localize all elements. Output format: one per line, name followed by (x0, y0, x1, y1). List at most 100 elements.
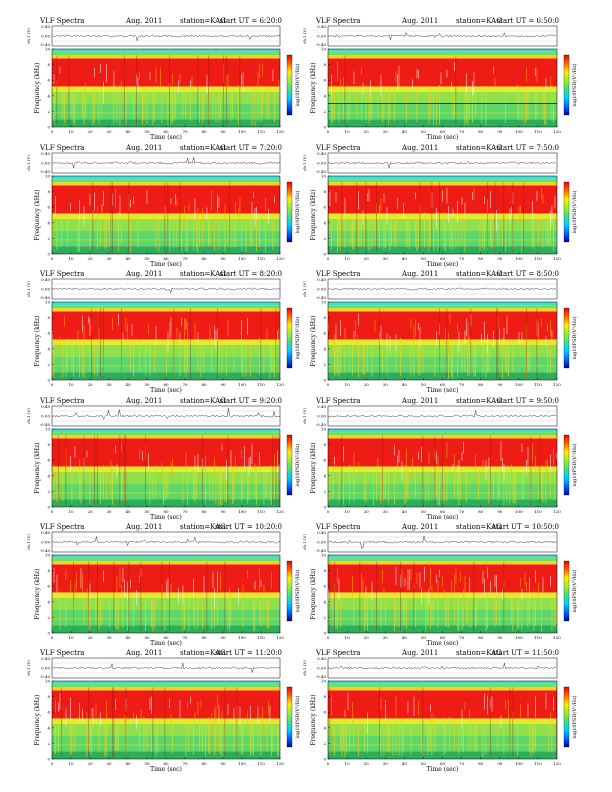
spectrogram-streak (466, 86, 467, 123)
panel-station: station=KAG (456, 649, 502, 657)
spectrogram-streak (547, 217, 548, 246)
freq-tick-label: 0 (47, 505, 50, 510)
spectrogram-streak (139, 575, 140, 583)
spectrogram-streak (341, 219, 343, 247)
spectrogram-streak (257, 706, 259, 724)
spectrogram-streak (179, 182, 181, 253)
time-tick-label: 110 (257, 509, 265, 514)
spectrogram-streak (125, 717, 127, 756)
spectrogram-streak (61, 719, 62, 752)
spectrogram-streak (116, 576, 118, 593)
ch-axis-label: ch.1 (V) (26, 155, 31, 171)
spectrogram-streak (229, 214, 230, 249)
spectrogram-streak (556, 687, 557, 758)
spectrogram-streak (256, 466, 257, 505)
spectrogram-streak (160, 67, 161, 87)
spectrogram-streak (143, 717, 145, 753)
spectrogram-streak (239, 55, 241, 126)
spectrogram-streak (233, 721, 235, 752)
spectrogram-streak (202, 92, 203, 123)
spectrogram-streak (86, 450, 88, 458)
spectrogram-streak (526, 67, 527, 83)
spectrogram-streak (274, 91, 275, 122)
spectrogram-streak (175, 88, 176, 119)
time-axis-label: Time (sec) (427, 134, 459, 141)
spectrogram-streak (139, 449, 140, 459)
spectrogram-streak (550, 576, 551, 588)
spectrogram-streak (521, 93, 523, 122)
spectrogram-band (328, 176, 557, 180)
spectrogram-streak (362, 578, 364, 599)
spectrogram-band (52, 246, 280, 254)
time-tick-label: 60 (163, 129, 169, 134)
spectrogram-streak (242, 344, 244, 377)
freq-axis-label: Frequency (kHz) (310, 315, 317, 366)
time-tick-label: 0 (327, 509, 330, 514)
spectrogram-streak (340, 78, 341, 92)
spectrogram-streak (403, 595, 404, 627)
time-tick-label: 30 (106, 382, 112, 387)
ch-tick-label: -0.40 (40, 674, 51, 679)
freq-tick-label: 6 (323, 331, 326, 336)
panel-start-ut: start UT = 10:50:0 (492, 523, 559, 531)
spectrogram-streak (419, 201, 421, 221)
spectrogram-streak (550, 320, 551, 337)
spectrogram-streak (533, 591, 535, 631)
time-tick-label: 60 (163, 256, 169, 261)
spectrogram-streak (194, 711, 196, 729)
spectrogram-streak (212, 571, 214, 588)
panel-label: VLF Spectra (39, 649, 84, 657)
spectrogram-streak (385, 597, 386, 626)
colorbar (563, 560, 570, 622)
spectrogram-streak (221, 722, 223, 757)
spectrogram-streak (368, 219, 370, 251)
spectrogram-streak (239, 706, 241, 727)
spectrogram-streak (413, 582, 415, 589)
spectrogram-streak (230, 89, 232, 122)
freq-axis-label: Frequency (kHz) (310, 568, 317, 619)
spectrogram-streak (542, 472, 544, 503)
panel-station: station=KAG (456, 523, 502, 531)
spectrogram-band (52, 55, 280, 59)
spectrogram-streak (353, 596, 355, 626)
spectrogram-streak (112, 193, 113, 207)
spectrogram-streak (88, 687, 89, 758)
spectrogram-streak (232, 468, 233, 504)
spectrogram-streak (142, 92, 143, 125)
spectrogram-streak (128, 561, 130, 632)
spectrogram-streak (241, 319, 242, 339)
spectrogram-streak (274, 454, 275, 469)
spectrogram-streak (472, 192, 473, 201)
spectrogram-band (328, 432, 557, 436)
spectrogram-streak (482, 571, 484, 584)
spectrogram-streak (121, 442, 122, 452)
spectrogram-streak (496, 599, 497, 625)
spectrogram-streak (95, 703, 97, 718)
spectrogram-streak (119, 85, 121, 126)
spectrogram-streak (164, 205, 166, 213)
spectrogram-streak (146, 722, 148, 751)
spectrogram-streak (161, 463, 163, 485)
spectrogram-streak (446, 594, 448, 628)
spectrogram-streak (199, 217, 200, 247)
spectrogram-streak (484, 196, 485, 205)
spectrogram-streak (113, 687, 115, 758)
spectrogram-streak (328, 589, 329, 604)
freq-tick-label: 10 (45, 300, 51, 305)
spectrogram-streak (334, 456, 335, 465)
spectrogram-streak (505, 90, 506, 123)
time-axis-label: Time (sec) (150, 261, 182, 268)
spectrogram-streak (398, 598, 400, 628)
spectrogram-streak (83, 206, 85, 227)
spectrogram-streak (353, 218, 355, 250)
spectrogram-streak (485, 594, 487, 631)
spectrogram-streak (97, 344, 98, 376)
spectrogram-streak (364, 474, 365, 501)
spectrogram-streak (470, 308, 472, 379)
spectrogram-streak (385, 469, 386, 499)
spectrogram-streak (436, 452, 437, 465)
spectrogram-streak (428, 215, 430, 251)
spectrogram-streak (221, 346, 223, 373)
spectrogram-streak (184, 338, 185, 373)
freq-tick-label: 2 (323, 236, 326, 241)
